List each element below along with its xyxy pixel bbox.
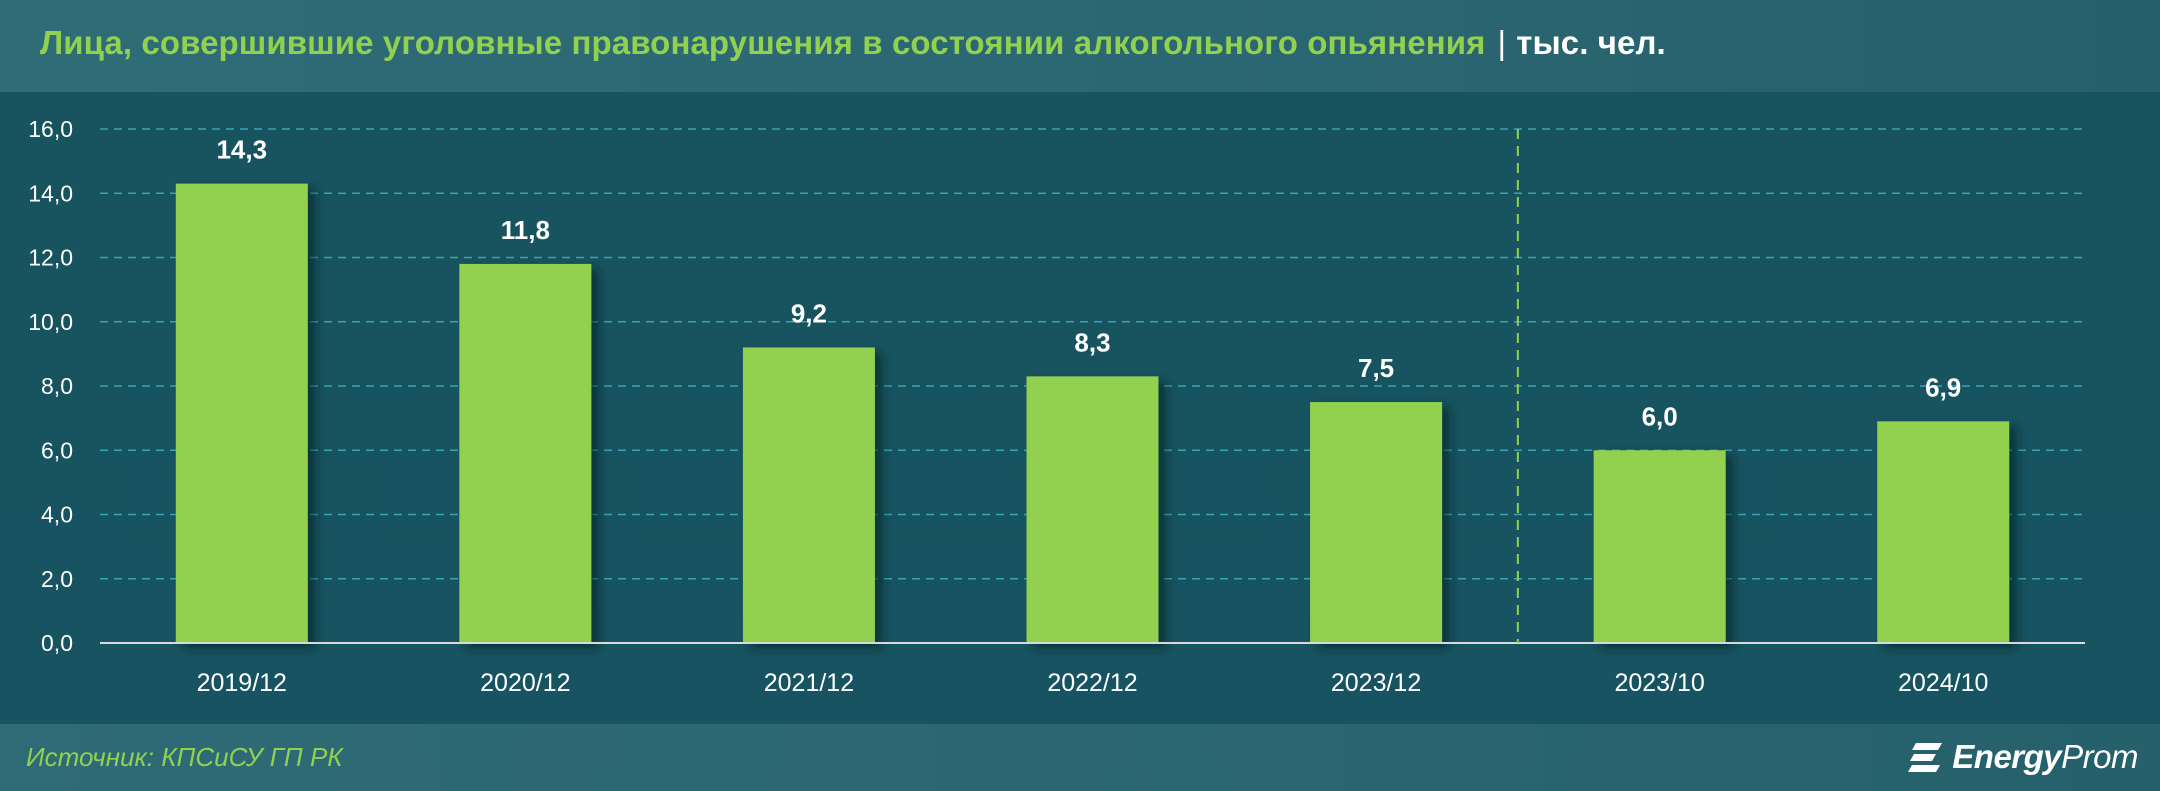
y-tick-label: 14,0 bbox=[28, 180, 73, 206]
bar-chart: 0,0 2,0 4,0 6,0 8,0 10,0 12,0 14,0 16,0 14,3 11,8… bbox=[28, 116, 2085, 697]
data-labels: 14,3 11,8 9,2 8,3 7,5 6,0 6,9 bbox=[216, 135, 1961, 432]
data-label: 7,5 bbox=[1358, 353, 1394, 383]
title-separator: | bbox=[1497, 24, 1507, 61]
data-label: 14,3 bbox=[216, 135, 267, 165]
energyprom-logo-icon bbox=[1908, 743, 1943, 772]
bar-2024-10 bbox=[1877, 421, 2010, 643]
data-label: 6,9 bbox=[1925, 372, 1961, 402]
title-unit: тыс. чел. bbox=[1516, 24, 1666, 61]
x-tick-label: 2022/12 bbox=[1047, 669, 1137, 697]
brand-logo: EnergyProm bbox=[1906, 734, 2138, 780]
y-tick-label: 6,0 bbox=[41, 437, 73, 463]
y-tick-label: 4,0 bbox=[41, 502, 73, 528]
chart-header: Лица, совершившие уголовные правонарушен… bbox=[0, 0, 2160, 92]
logo-text-bold: Energy bbox=[1952, 738, 2062, 775]
data-label: 11,8 bbox=[501, 215, 550, 245]
x-tick-label: 2024/10 bbox=[1898, 669, 1988, 697]
y-tick-label: 16,0 bbox=[28, 116, 73, 142]
y-tick-label: 0,0 bbox=[41, 630, 73, 656]
data-label: 8,3 bbox=[1074, 327, 1110, 357]
chart-title-line: Лица, совершившие уголовные правонарушен… bbox=[40, 24, 1666, 62]
chart-footer: Источник: КПСиСУ ГП РК EnergyProm bbox=[0, 724, 2160, 791]
logo-text-regular: Prom bbox=[2061, 738, 2138, 775]
y-axis-tick-labels: 0,0 2,0 4,0 6,0 8,0 10,0 12,0 14,0 16,0 bbox=[28, 116, 73, 656]
bar-2021-12 bbox=[742, 347, 875, 643]
bar-2023-12 bbox=[1310, 402, 1443, 643]
gridlines bbox=[100, 128, 2085, 580]
y-tick-label: 10,0 bbox=[28, 309, 73, 335]
data-label: 6,0 bbox=[1642, 401, 1678, 431]
x-tick-label: 2019/12 bbox=[197, 669, 287, 697]
logo-wordmark: EnergyProm bbox=[1952, 738, 2138, 776]
bar-2020-12 bbox=[459, 263, 592, 643]
bar-2019-12 bbox=[175, 183, 308, 644]
x-tick-label: 2023/10 bbox=[1614, 669, 1704, 697]
x-tick-label: 2020/12 bbox=[480, 669, 570, 697]
bar-2023-10 bbox=[1593, 450, 1726, 643]
y-tick-label: 12,0 bbox=[28, 245, 73, 271]
y-tick-label: 8,0 bbox=[41, 373, 73, 399]
y-tick-label: 2,0 bbox=[41, 566, 73, 592]
x-tick-label: 2023/12 bbox=[1331, 669, 1421, 697]
plot-area: 0,0 2,0 4,0 6,0 8,0 10,0 12,0 14,0 16,0 14,3 11,8… bbox=[0, 92, 2160, 724]
chart-title: Лица, совершившие уголовные правонарушен… bbox=[40, 24, 1486, 61]
data-label: 9,2 bbox=[791, 298, 827, 328]
x-tick-label: 2021/12 bbox=[764, 669, 854, 697]
source-note: Источник: КПСиСУ ГП РК bbox=[26, 742, 343, 772]
bars bbox=[175, 183, 2010, 644]
x-axis-tick-labels: 2019/12 2020/12 2021/12 2022/12 2023/12 2023/… bbox=[197, 669, 1989, 697]
bar-2022-12 bbox=[1026, 376, 1159, 643]
